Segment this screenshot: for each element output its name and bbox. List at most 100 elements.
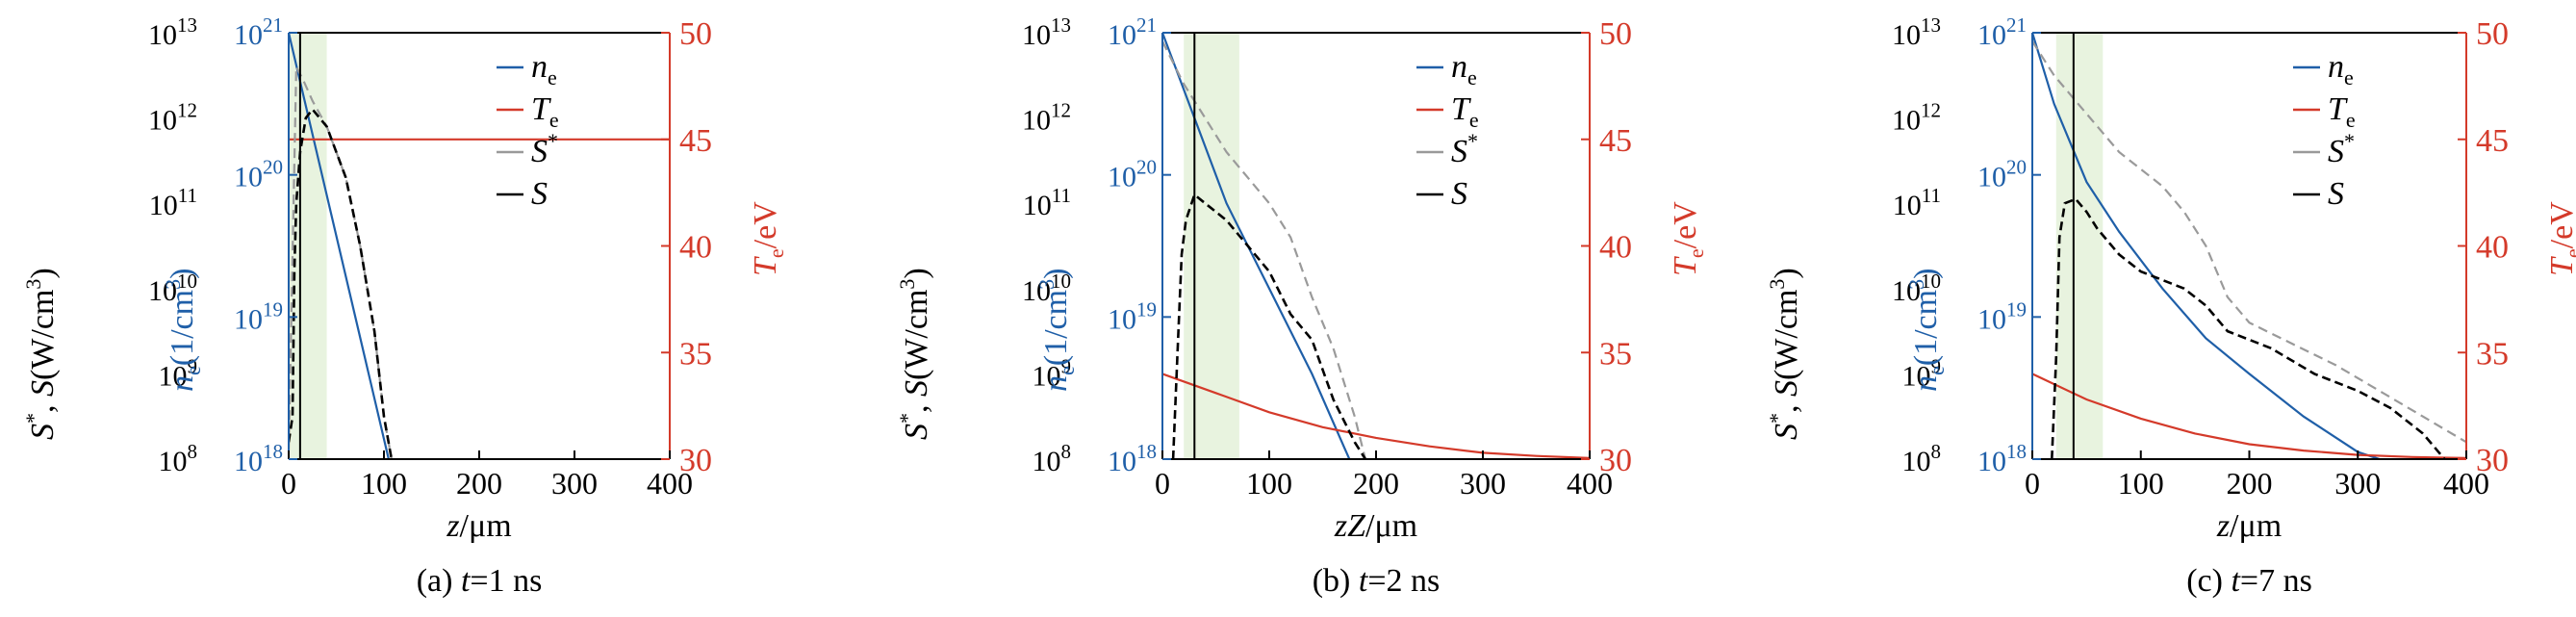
x-tick-label: 200 <box>1353 466 1399 501</box>
s-axis-title: S*, S(W/cm3) <box>21 268 61 440</box>
series-line-S <box>1171 193 1367 459</box>
x-tick-label: 100 <box>361 466 407 501</box>
x-tick-label: 400 <box>1567 466 1613 501</box>
legend-label-S: S <box>1451 176 1467 212</box>
ne-axis-title: ne(1/cm3) <box>161 269 205 392</box>
x-axis-title: z/μm <box>2216 508 2282 544</box>
x-tick-label: 200 <box>456 466 502 501</box>
te-tick-label: 40 <box>1599 230 1632 266</box>
s-tick-label: 1011 <box>1023 184 1071 221</box>
x-tick-label: 200 <box>2227 466 2273 501</box>
series-group <box>1162 33 1590 459</box>
te-tick-label: 45 <box>1599 123 1632 159</box>
s-tick-label: 109 <box>1902 354 1942 392</box>
te-axis-title: Te/eV <box>2544 201 2576 276</box>
ne-tick-label: 1019 <box>234 297 283 335</box>
s-tick-label: 109 <box>1033 354 1072 392</box>
s-axis-title: S*, S(W/cm3) <box>895 268 934 440</box>
s-tick-label: 1013 <box>1892 13 1941 51</box>
te-tick-label: 30 <box>679 443 712 478</box>
s-tick-label: 1010 <box>148 270 197 307</box>
te-tick-label: 35 <box>679 336 712 372</box>
shaded-region <box>1184 33 1239 459</box>
s-tick-label: 109 <box>159 354 198 392</box>
ne-tick-label: 1021 <box>1977 13 2027 51</box>
legend-label-S: S <box>531 176 548 212</box>
s-tick-label: 1011 <box>1893 184 1941 221</box>
te-tick-label: 35 <box>1599 336 1632 372</box>
te-tick-label: 45 <box>679 123 712 159</box>
s-tick-label: 1012 <box>148 99 197 137</box>
legend-label-S: S <box>2328 176 2344 212</box>
s-tick-label: 108 <box>1902 440 1942 477</box>
panel-3: 0 100 200 300 400 1018 1019 1020 1021 108 109 1010 1… <box>1765 13 2576 599</box>
panel-2: 0 100 200 300 400 1018 1019 1020 1021 108 109 1010 1… <box>895 13 1708 599</box>
panel-caption: (a) t=1 ns <box>417 563 543 599</box>
legend-label-ne: ne <box>2328 49 2354 90</box>
x-tick-label: 100 <box>2118 466 2164 501</box>
ne-tick-label: 1021 <box>234 13 283 51</box>
series-line-Te <box>2032 373 2466 459</box>
series-group <box>289 33 670 459</box>
x-tick-label: 400 <box>647 466 693 501</box>
legend-label-ne: ne <box>531 49 557 90</box>
x-tick-label: 300 <box>1460 466 1506 501</box>
s-tick-label: 1011 <box>149 184 197 221</box>
ne-tick-label: 1019 <box>1977 297 2027 335</box>
x-tick-label: 0 <box>281 466 296 501</box>
legend-label-ne: ne <box>1451 49 1477 90</box>
te-tick-label: 40 <box>2476 230 2509 266</box>
te-axis-title: Te/eV <box>748 201 788 276</box>
legend-label-Sstar: S* <box>2328 129 2355 169</box>
legend-label-Te: Te <box>531 91 559 132</box>
ne-tick-label: 1020 <box>234 156 283 193</box>
s-tick-label: 1013 <box>148 13 197 51</box>
ne-tick-label: 1018 <box>234 440 283 477</box>
series-line-Sstar <box>2032 40 2466 444</box>
ne-tick-label: 1018 <box>1108 440 1157 477</box>
ne-tick-label: 1020 <box>1108 156 1157 193</box>
ne-tick-label: 1019 <box>1108 297 1157 335</box>
s-tick-label: 1010 <box>1892 270 1941 307</box>
te-tick-label: 30 <box>1599 443 1632 478</box>
x-tick-label: 300 <box>551 466 598 501</box>
s-tick-label: 108 <box>159 440 198 477</box>
te-tick-label: 50 <box>1599 16 1632 52</box>
x-tick-label: 400 <box>2443 466 2489 501</box>
ne-axis-title: ne(1/cm3) <box>1034 269 1079 392</box>
series-line-ne <box>2032 33 2381 459</box>
s-tick-label: 1012 <box>1892 99 1941 137</box>
series-line-S <box>2051 197 2446 459</box>
x-tick-label: 300 <box>2334 466 2381 501</box>
x-tick-label: 0 <box>1155 466 1170 501</box>
series-line-Sstar <box>1162 40 1366 459</box>
series-line-Te <box>1162 373 1590 459</box>
series-group <box>2032 33 2466 459</box>
legend-label-Sstar: S* <box>1451 129 1478 169</box>
te-tick-label: 35 <box>2476 336 2509 372</box>
ne-axis-title: ne(1/cm3) <box>1904 269 1949 392</box>
te-tick-label: 50 <box>679 16 712 52</box>
te-tick-label: 45 <box>2476 123 2509 159</box>
te-tick-label: 50 <box>2476 16 2509 52</box>
s-axis-title: S*, S(W/cm3) <box>1765 268 1804 440</box>
legend-label-Sstar: S* <box>531 129 558 169</box>
s-tick-label: 108 <box>1033 440 1072 477</box>
ne-tick-label: 1021 <box>1108 13 1157 51</box>
series-line-ne <box>289 33 390 459</box>
legend-label-Te: Te <box>2328 91 2356 132</box>
panel-caption: (c) t=7 ns <box>2186 563 2312 599</box>
panel-1: 0 100 200 300 400 1018 1019 1020 1021 108 109 1010 1… <box>21 13 788 599</box>
te-axis-title: Te/eV <box>1668 201 1708 276</box>
ne-tick-label: 1018 <box>1977 440 2027 477</box>
te-tick-label: 30 <box>2476 443 2509 478</box>
x-axis-title: z/μm <box>446 508 511 544</box>
s-tick-label: 1012 <box>1022 99 1071 137</box>
x-axis-title: zZ/μm <box>1334 508 1417 544</box>
x-tick-label: 100 <box>1246 466 1292 501</box>
legend-label-Te: Te <box>1451 91 1479 132</box>
